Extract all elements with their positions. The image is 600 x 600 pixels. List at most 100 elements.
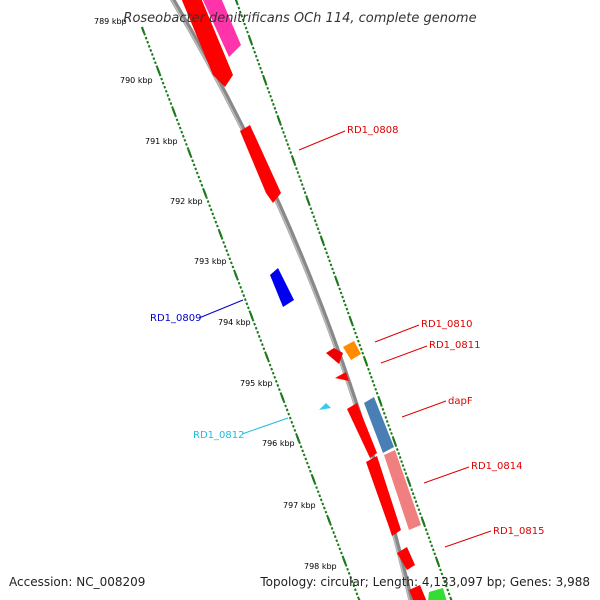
- outer-track-tick: [276, 114, 280, 118]
- inner-track-tick: [352, 584, 356, 588]
- feature-rd1-0811[interactable]: [343, 341, 361, 360]
- inner-track-tick: [248, 310, 252, 314]
- tick-label-797: 797 kbp: [283, 501, 316, 510]
- outer-track-tick: [348, 315, 352, 319]
- tick-label-795: 795 kbp: [240, 379, 273, 388]
- inner-track-tick: [154, 61, 157, 65]
- outer-track-tick: [326, 255, 330, 259]
- inner-track-tick: [276, 383, 280, 387]
- inner-track-tick: [311, 476, 316, 483]
- outer-track-tick: [446, 588, 450, 592]
- outer-track-tick: [443, 580, 447, 584]
- inner-track-tick: [202, 187, 205, 191]
- inner-track-tick: [189, 155, 193, 159]
- feature-dapf-red[interactable]: [347, 403, 377, 458]
- outer-track-tick: [361, 351, 365, 355]
- gene-label-rd1-0808[interactable]: RD1_0808: [347, 125, 398, 136]
- feature-small-red[interactable]: [335, 372, 349, 381]
- inner-track-tick: [260, 343, 264, 347]
- outer-track-tick: [257, 62, 261, 66]
- gene-label-dapf[interactable]: dapF: [448, 396, 473, 407]
- inner-track-tick: [301, 449, 305, 453]
- inner-track-tick: [274, 379, 278, 383]
- outer-track-tick: [357, 339, 360, 343]
- inner-track-tick: [233, 269, 236, 273]
- feature-rd1-0814-red[interactable]: [366, 456, 401, 536]
- inner-track-tick: [287, 412, 291, 416]
- outer-track-tick: [355, 335, 359, 339]
- inner-track-tick: [309, 469, 312, 473]
- outer-track-tick: [312, 215, 316, 219]
- outer-track-tick: [447, 592, 451, 596]
- outer-track-tick: [385, 419, 389, 423]
- outer-track-tick: [290, 155, 294, 158]
- inner-track-tick: [167, 97, 171, 101]
- inner-track-tick: [254, 326, 258, 330]
- inner-track-tick: [293, 428, 297, 432]
- feature-rd1-0814-pink[interactable]: [384, 450, 421, 530]
- outer-track-tick: [387, 423, 390, 427]
- outer-track-tick: [303, 191, 307, 195]
- outer-track-tick: [365, 363, 369, 367]
- tick-label-794: 794 kbp: [218, 318, 251, 327]
- inner-track-tick: [233, 271, 239, 279]
- outer-track-tick: [426, 532, 429, 536]
- inner-track-tick: [150, 53, 154, 56]
- inner-track-tick: [192, 163, 196, 167]
- outer-track-tick: [400, 460, 403, 464]
- gene-label-rd1-0812[interactable]: RD1_0812: [193, 430, 244, 441]
- outer-track-tick: [283, 134, 287, 138]
- inner-track-tick: [202, 190, 208, 197]
- outer-track-tick: [410, 488, 414, 492]
- gene-label-rd1-0814[interactable]: RD1_0814: [471, 461, 522, 472]
- inner-track-tick: [330, 526, 334, 530]
- feature-bottom-green[interactable]: [428, 588, 447, 600]
- outer-track-tick: [371, 379, 375, 383]
- outer-track-tick: [421, 518, 426, 526]
- outer-track-tick: [413, 496, 416, 500]
- inner-track-tick: [177, 122, 181, 126]
- inner-tick-track: [140, 26, 361, 600]
- inner-track-tick: [321, 502, 325, 506]
- gene-label-rd1-0811[interactable]: RD1_0811: [429, 340, 480, 351]
- inner-track-tick: [200, 183, 204, 187]
- inner-track-tick: [218, 230, 223, 238]
- feature-dapf-steel[interactable]: [364, 397, 394, 453]
- inner-track-tick: [304, 457, 308, 461]
- inner-track-tick: [181, 134, 185, 138]
- inner-track-tick: [211, 212, 215, 216]
- outer-track-tick: [336, 283, 340, 287]
- outer-track-tick: [248, 36, 253, 44]
- gene-label-rd1-0815[interactable]: RD1_0815: [493, 526, 544, 537]
- feature-track: [181, 0, 447, 600]
- outer-track-tick: [334, 277, 339, 285]
- gene-label-rd1-0810[interactable]: RD1_0810: [421, 319, 472, 330]
- inner-track-tick: [273, 375, 277, 379]
- inner-track-tick: [346, 567, 349, 571]
- feature-rd1-0809[interactable]: [270, 268, 294, 307]
- inner-track-tick: [146, 40, 150, 44]
- feature-rd1-0808[interactable]: [240, 125, 281, 203]
- outer-track-tick: [408, 484, 412, 488]
- inner-track-tick: [357, 596, 360, 600]
- inner-track-tick: [256, 330, 260, 334]
- outer-track-tick: [293, 163, 297, 167]
- gene-label-rd1-0809[interactable]: RD1_0809: [150, 313, 201, 324]
- outer-track-tick: [418, 512, 422, 516]
- feature-top-magenta[interactable]: [202, 0, 241, 57]
- outer-track-tick: [344, 303, 347, 307]
- outer-track-tick: [246, 30, 249, 34]
- outer-track-tick: [429, 540, 432, 544]
- feature-top-red-1[interactable]: [181, 0, 233, 87]
- inner-track-tick: [164, 89, 168, 93]
- feature-rd1-0812[interactable]: [319, 403, 331, 410]
- inner-track-tick: [295, 433, 298, 436]
- inner-track-tick: [264, 351, 267, 355]
- outer-track-tick: [322, 243, 326, 247]
- feature-bottom-red[interactable]: [409, 585, 427, 600]
- feature-rd1-0815[interactable]: [397, 547, 415, 570]
- outer-track-tick: [401, 464, 405, 468]
- inner-track-tick: [149, 48, 153, 52]
- feature-rd1-0810[interactable]: [326, 348, 343, 364]
- tick-label-790: 790 kbp: [120, 76, 153, 85]
